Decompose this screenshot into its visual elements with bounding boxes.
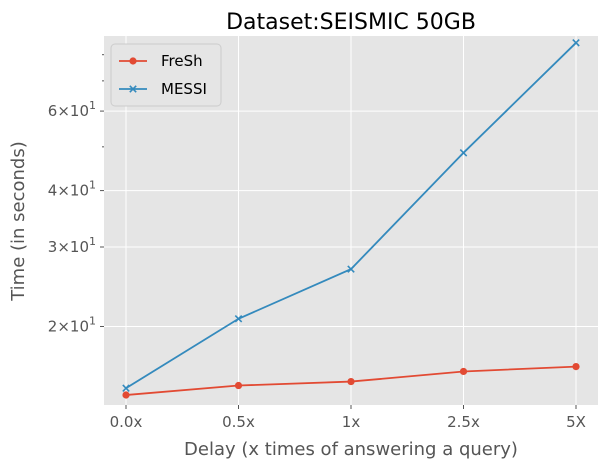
legend-marker-messi <box>129 85 137 93</box>
x-tick-label: 1x <box>342 413 361 431</box>
legend: FreSh MESSI <box>110 43 222 107</box>
series-group <box>122 39 580 399</box>
data-point-fresh <box>572 362 580 371</box>
legend-marker-fresh <box>129 57 137 65</box>
legend-box <box>110 43 222 107</box>
data-point-fresh <box>122 391 130 399</box>
y-tick-label: 3×101 <box>48 235 96 256</box>
data-point-fresh <box>347 377 355 386</box>
x-tick-label: 0.5x <box>222 413 255 431</box>
chart-title: Dataset:SEISMIC 50GB <box>226 10 476 35</box>
x-tick-label: 0.0x <box>110 413 143 431</box>
x-axis-label: Delay (x times of answering a query) <box>184 439 518 460</box>
legend-label-messi: MESSI <box>161 80 207 98</box>
y-axis: 2×101 3×101 4×101 6×101 <box>48 54 104 335</box>
x-tick-label: 2.5x <box>447 413 480 431</box>
data-point-messi <box>234 315 243 323</box>
data-point-fresh <box>459 367 468 376</box>
data-point-messi <box>347 265 355 273</box>
data-point-messi <box>122 384 130 392</box>
y-axis-label: Time (in seconds) <box>8 141 29 302</box>
y-tick-label: 2×101 <box>48 314 96 335</box>
data-point-fresh <box>234 381 243 390</box>
legend-label-fresh: FreSh <box>161 52 203 70</box>
data-point-messi <box>459 149 468 157</box>
grid <box>104 36 598 405</box>
x-tick-label: 5X <box>566 413 586 431</box>
y-tick-label: 6×101 <box>48 99 96 120</box>
x-axis: 0.0x 0.5x 1x 2.5x 5X <box>110 405 586 431</box>
y-tick-label: 4×101 <box>48 179 96 200</box>
data-point-messi <box>572 39 580 47</box>
